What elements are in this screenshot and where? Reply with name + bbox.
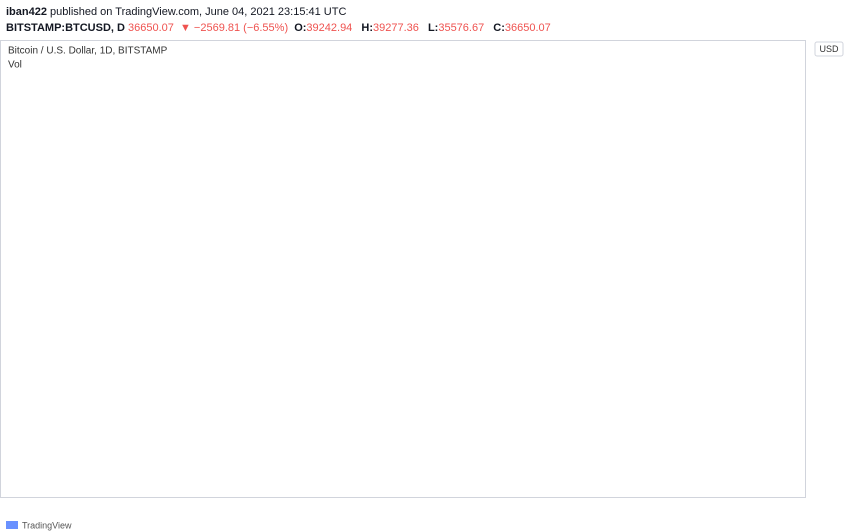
published-info: published on TradingView.com, June 04, 2…: [50, 6, 347, 18]
open-value: 39242.94: [306, 22, 353, 34]
high-prefix: H:: [361, 22, 373, 34]
publish-line: iban422 published on TradingView.com, Ju…: [6, 6, 349, 18]
volume-legend: Vol: [8, 60, 22, 71]
footer-brand: TradingView: [22, 520, 72, 530]
low-prefix: L:: [427, 22, 439, 34]
legend-title: Bitcoin / U.S. Dollar, 1D, BITSTAMP: [8, 46, 168, 57]
open-prefix: O:: [294, 22, 307, 34]
last-price: 36650.07: [128, 22, 174, 34]
currency: USD: [819, 44, 839, 54]
change: ▼ −2569.81 (−6.55%): [179, 22, 289, 34]
plot-frame: [0, 40, 806, 498]
close-value: 36650.07: [504, 22, 551, 34]
footer-logo: [6, 521, 18, 529]
publisher: iban422: [6, 6, 47, 18]
close-prefix: C:: [493, 22, 505, 34]
symbol-line: BITSTAMP:BTCUSD, D 36650.07 ▼ −2569.81 (…: [6, 22, 557, 34]
high-value: 39277.36: [372, 22, 419, 34]
low-value: 35576.67: [438, 22, 485, 34]
symbol: BITSTAMP:BTCUSD, D: [6, 22, 125, 34]
currency-box: [814, 41, 844, 57]
